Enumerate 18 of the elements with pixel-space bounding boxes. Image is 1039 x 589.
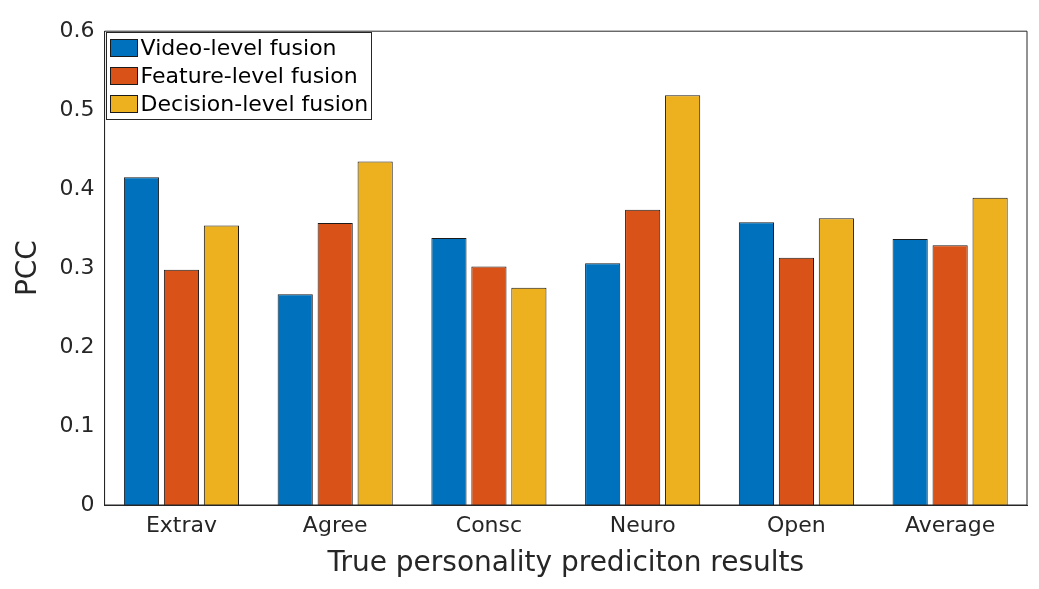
y-tick-label: 0.4 [59,174,95,200]
y-tick-label: 0.2 [59,332,95,358]
y-tick-label: 0.1 [59,411,95,437]
x-tick-label: Open [767,511,826,537]
legend-label: Decision-level fusion [140,90,369,119]
x-tick-label: Agree [302,511,368,537]
x-tick-label: Extrav [145,511,217,537]
legend-label: Video-level fusion [140,34,337,63]
y-tick-label: 0 [80,490,95,516]
legend-label: Feature-level fusion [140,62,358,91]
x-tick-label: Consc [455,511,523,537]
y-axis-title: PCC [10,240,44,297]
x-tick-label: Average [904,511,996,537]
y-tick-label: 0.5 [59,95,95,121]
x-axis-title: True personality prediciton results [326,545,805,579]
x-tick-label: Neuro [609,511,676,537]
y-tick-label: 0.3 [59,253,95,279]
y-tick-label: 0.6 [59,16,95,42]
